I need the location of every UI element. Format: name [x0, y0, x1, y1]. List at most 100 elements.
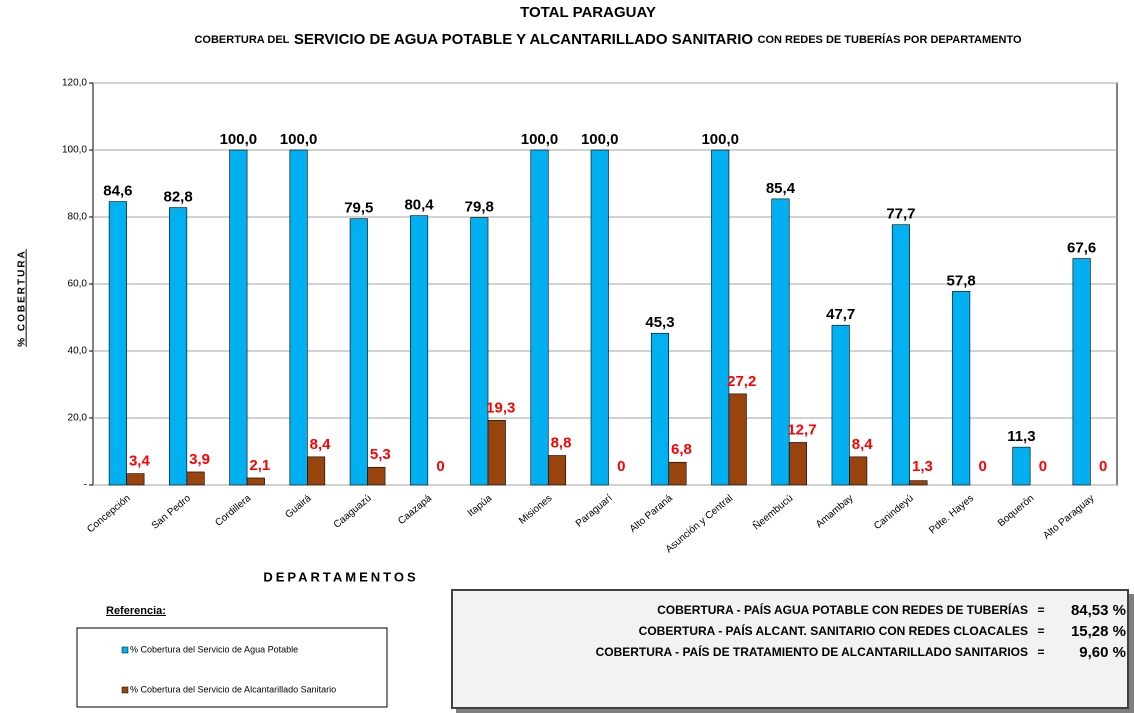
data-label: 82,8 [164, 189, 193, 206]
x-tick-label: Concepción [85, 493, 133, 535]
bar [1072, 258, 1091, 486]
bar [650, 332, 670, 486]
legend-swatch [121, 646, 129, 654]
x-tick-label: Amambay [814, 493, 856, 530]
summary-label: COBERTURA - PAÍS ALCANT. SANITARIO CON R… [639, 623, 1028, 638]
bar [891, 224, 910, 486]
subtitle-part: CON REDES DE TUBERÍAS POR DEPARTAMENTO [758, 33, 1022, 46]
data-label: 19,3 [486, 399, 515, 416]
data-label: 85,4 [766, 180, 796, 197]
data-label: 100,0 [280, 131, 318, 148]
bar [108, 201, 127, 486]
legend-swatch [121, 686, 129, 694]
bar [909, 480, 928, 486]
legend-box [76, 627, 388, 708]
bar [169, 207, 188, 486]
data-label: 100,0 [521, 131, 559, 148]
data-label: 5,3 [370, 446, 391, 463]
subtitle-part: COBERTURA DEL [194, 34, 289, 46]
legend-title: Referencia: [106, 605, 166, 617]
data-label: 100,0 [581, 131, 619, 148]
summary-label: COBERTURA - PAÍS AGUA POTABLE CON REDES … [657, 602, 1028, 617]
x-tick-label: Pdte. Hayes [927, 493, 976, 536]
x-tick-label: Caazapá [396, 493, 434, 527]
data-label: 0 [1039, 458, 1047, 475]
chart-title: TOTAL PARAGUAY [520, 4, 656, 21]
x-tick-label: Canindeyú [872, 493, 916, 532]
bar [728, 393, 747, 486]
bar [771, 198, 790, 486]
data-label: 0 [978, 458, 986, 475]
bar [590, 149, 609, 486]
bar [349, 218, 368, 486]
bar [409, 215, 429, 486]
bar [186, 471, 205, 486]
summary-sign: = [1037, 624, 1044, 638]
summary-box [451, 589, 1129, 709]
data-label: 47,7 [826, 306, 855, 323]
data-label: 3,9 [189, 451, 210, 468]
bar [126, 473, 145, 486]
x-tick-label: Itapúa [466, 493, 495, 520]
bar [788, 442, 808, 486]
bar [831, 324, 850, 486]
y-tick-label: 120,0 [62, 78, 87, 89]
data-label: 0 [1099, 458, 1107, 475]
data-label: 1,3 [912, 458, 933, 475]
bar [547, 455, 567, 486]
y-axis-label: % COBERTURA [17, 249, 28, 347]
x-tick-label: Alto Paraná [628, 493, 675, 535]
summary-sign: = [1037, 645, 1044, 659]
bar [952, 291, 971, 486]
data-label: 0 [617, 458, 625, 475]
data-label: 67,6 [1067, 240, 1096, 257]
data-label: 79,5 [344, 200, 373, 217]
x-tick-label: Asunción y Central [664, 493, 735, 555]
data-label: 3,4 [129, 453, 151, 470]
bar [246, 477, 265, 486]
data-label: 57,8 [947, 272, 976, 289]
bar [307, 456, 326, 486]
x-tick-label: Cordillera [213, 493, 253, 529]
data-label: 100,0 [701, 131, 739, 148]
data-label: 80,4 [404, 197, 434, 214]
bar [470, 217, 489, 486]
y-tick-label: 60,0 [68, 279, 88, 290]
x-tick-label: Guairá [283, 493, 313, 521]
data-label: 45,3 [645, 314, 674, 331]
data-label: 12,7 [787, 421, 816, 438]
data-label: 2,1 [249, 457, 270, 474]
x-tick-label: Paraguarí [574, 493, 615, 530]
y-tick-label: 20,0 [68, 413, 88, 424]
data-label: 77,7 [886, 206, 915, 223]
x-tick-label: Boquerón [996, 493, 1036, 529]
x-axis-label: DEPARTAMENTOS [263, 569, 418, 584]
subtitle-part: SERVICIO DE AGUA POTABLE Y ALCANTARILLAD… [294, 31, 754, 48]
chart-subtitle: COBERTURA DEL SERVICIO DE AGUA POTABLE Y… [194, 31, 1021, 48]
x-tick-label: Misiones [517, 493, 554, 527]
data-label: 84,6 [103, 183, 132, 200]
data-label: 27,2 [727, 373, 756, 390]
data-label: 8,4 [310, 436, 332, 453]
data-label: 79,8 [465, 199, 494, 216]
x-tick-label: Caaguazú [332, 493, 374, 531]
bar [229, 149, 248, 486]
y-tick-label: - [84, 480, 87, 491]
summary-value: 15,28 % [1071, 623, 1126, 640]
bar [487, 420, 506, 486]
legend-label: % Cobertura del Servicio de Alcantarilla… [130, 684, 336, 694]
bar [849, 456, 868, 486]
bar [367, 466, 386, 486]
bar [1012, 446, 1031, 486]
data-label: 0 [436, 458, 444, 475]
bar [530, 149, 549, 486]
bar [289, 149, 308, 486]
y-tick-label: 100,0 [62, 145, 87, 156]
data-label: 8,4 [852, 436, 874, 453]
y-tick-label: 40,0 [68, 346, 88, 357]
data-label: 11,3 [1007, 428, 1035, 445]
y-tick-label: 80,0 [68, 212, 88, 223]
summary-value: 84,53 % [1071, 602, 1126, 619]
summary-label: COBERTURA - PAÍS DE TRATAMIENTO DE ALCAN… [596, 644, 1028, 659]
